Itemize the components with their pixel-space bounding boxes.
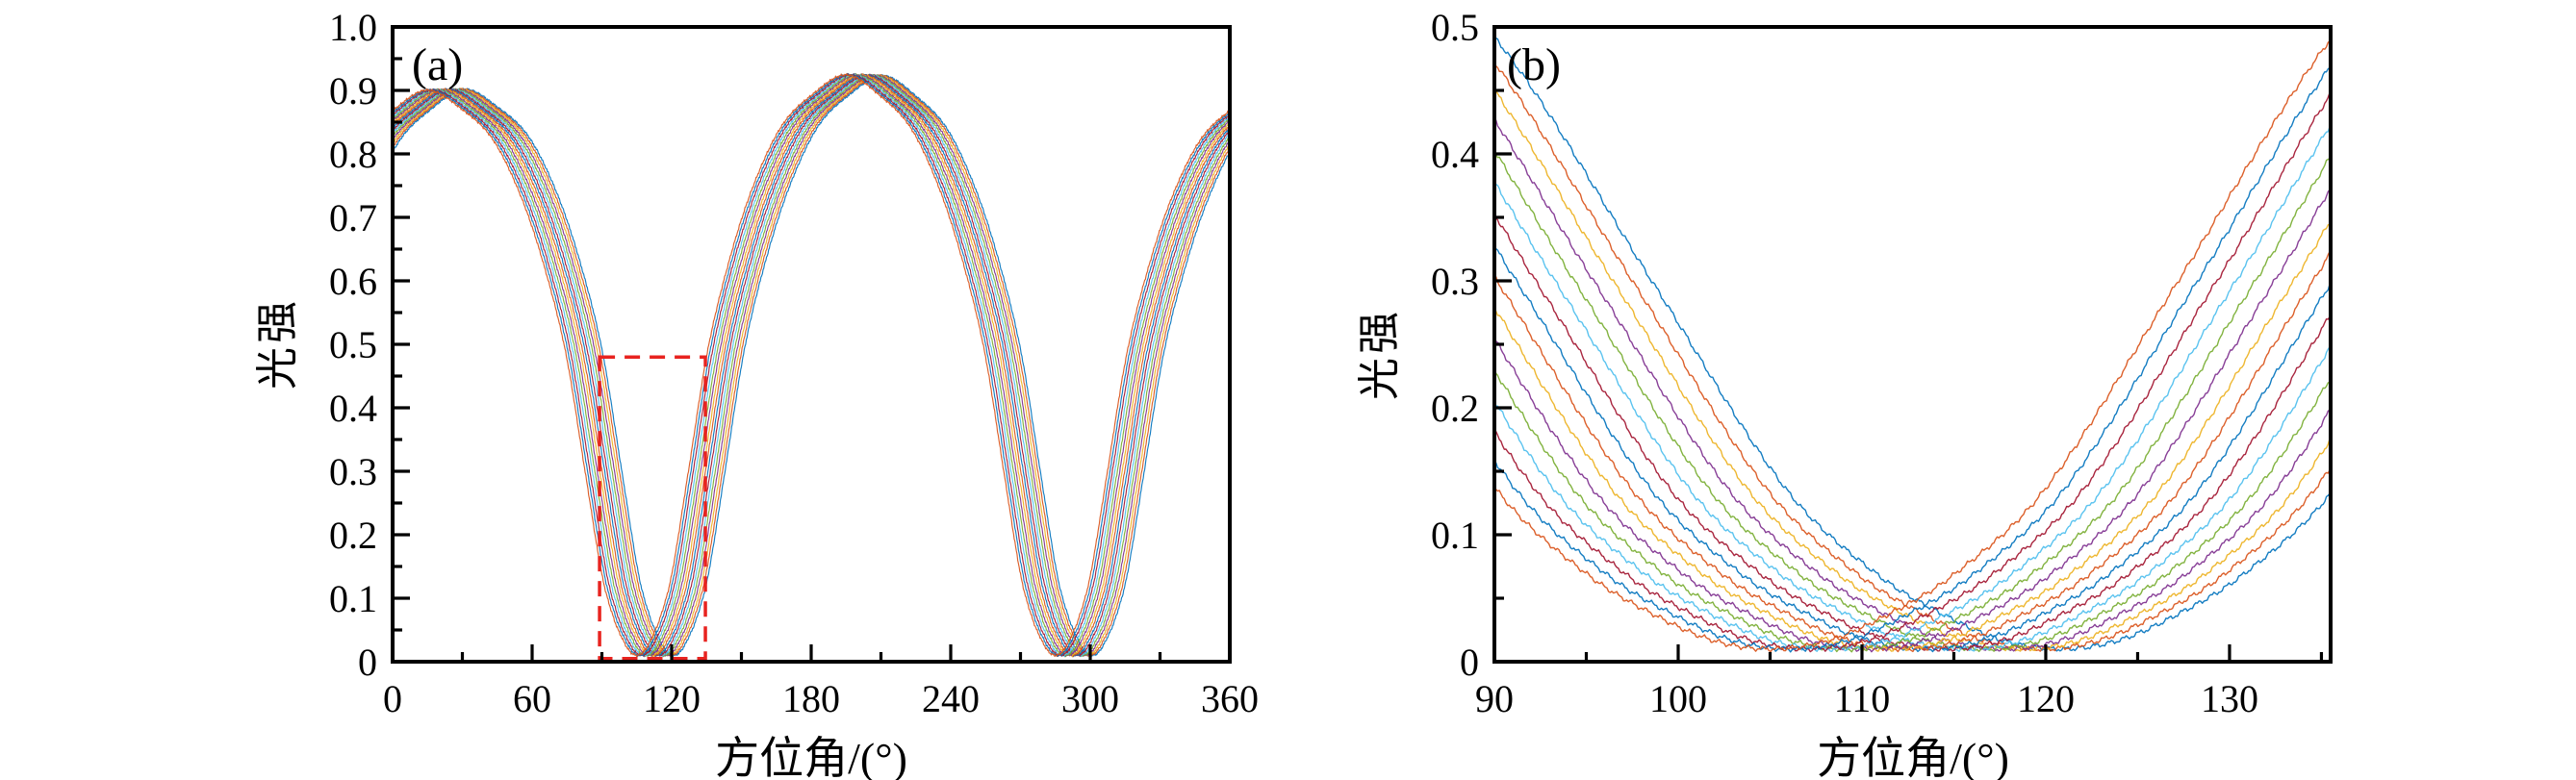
- panel-a-xtick-label-240: 240: [922, 677, 980, 720]
- panel-b-curve-15: [1493, 66, 2331, 653]
- panel-a-ytick-label-0.3: 0.3: [329, 450, 377, 493]
- panel-a-ytick-label-0.7: 0.7: [329, 196, 377, 239]
- panel-a-ytick-label-0.2: 0.2: [329, 514, 377, 557]
- panel-a-xlabel: 方位角/(°): [715, 734, 907, 780]
- panel-b-ytick-label-0.3: 0.3: [1431, 260, 1479, 303]
- panel-b-curve-3: [1493, 90, 2331, 652]
- panel-b-xtick-label-90: 90: [1475, 677, 1514, 720]
- panel-a-curve-8: [392, 73, 1231, 658]
- panel-b-curve-7: [1493, 213, 2331, 652]
- panel-b-xtick-label-110: 110: [1834, 677, 1891, 720]
- panel-b-xtick-label-100: 100: [1649, 677, 1707, 720]
- panel-a-tag: (a): [412, 39, 464, 90]
- panel-a-ytick-label-0.6: 0.6: [329, 260, 377, 303]
- panel-b-spines: [1492, 25, 2333, 664]
- panel-a-ytick-label-0.1: 0.1: [329, 577, 377, 620]
- panel-b-curve-12: [1493, 157, 2331, 653]
- panel-a-curve-10: [392, 73, 1231, 658]
- panel-b-ytick-label-0.4: 0.4: [1431, 133, 1479, 176]
- panel-b-curve-6: [1493, 180, 2331, 653]
- panel-a-curve-12: [392, 72, 1231, 658]
- panel-b-curve-8: [1493, 247, 2331, 653]
- panel-b-curve-1: [1493, 35, 2331, 652]
- panel-a-xtick-label-180: 180: [782, 677, 840, 720]
- panel-a-curve-7: [392, 73, 1231, 657]
- panel-b-ytick-label-0: 0: [1460, 641, 1479, 684]
- panel-b-curve-13: [1493, 126, 2331, 652]
- panel-b-xlabel: 方位角/(°): [1817, 734, 2009, 780]
- panel-b-curve-5: [1493, 150, 2331, 653]
- panel-a-xtick-label-60: 60: [513, 677, 551, 720]
- panel-b-xtick-label-120: 120: [2017, 677, 2075, 720]
- zoom-region-box: [598, 355, 707, 661]
- panel-a-ylabel: 光强: [254, 297, 301, 390]
- panel-b-curve-14: [1493, 91, 2331, 653]
- panel-b-ytick-label-0.2: 0.2: [1431, 387, 1479, 430]
- panel-b-ytick-label-0.5: 0.5: [1431, 6, 1479, 49]
- panel-b-curve-2: [1493, 63, 2331, 652]
- panel-a-ytick-label-0.9: 0.9: [329, 69, 377, 113]
- panel-a-xtick-label-360: 360: [1201, 677, 1259, 720]
- panel-b-curve-10: [1493, 223, 2331, 652]
- panel-b-ytick-label-0.1: 0.1: [1431, 514, 1479, 557]
- panel-a-ytick-label-0.8: 0.8: [329, 133, 377, 176]
- panel-a-curve-13: [392, 72, 1231, 658]
- panel-a-ytick-label-1.0: 1.0: [329, 6, 377, 49]
- panel-b-ylabel: 光强: [1356, 308, 1403, 400]
- panel-b-curve-9: [1493, 250, 2331, 653]
- panel-b-xtick-label-130: 130: [2201, 677, 2258, 720]
- panel-a-ytick-label-0: 0: [358, 641, 377, 684]
- panel-a-xtick-label-0: 0: [383, 677, 402, 720]
- panel-a-curve-16: [392, 72, 1231, 658]
- panel-a-ytick-label-0.5: 0.5: [329, 323, 377, 366]
- panel-a-ytick-label-0.4: 0.4: [329, 387, 377, 430]
- panel-b-tag: (b): [1507, 39, 1561, 90]
- panel-a-xtick-label-300: 300: [1061, 677, 1119, 720]
- panel-b-curve-16: [1493, 39, 2331, 653]
- panel-a-curve-11: [392, 73, 1231, 658]
- panel-a-curve-15: [392, 72, 1231, 658]
- panel-b-curve-11: [1493, 189, 2331, 653]
- panel-a-xtick-label-120: 120: [643, 677, 701, 720]
